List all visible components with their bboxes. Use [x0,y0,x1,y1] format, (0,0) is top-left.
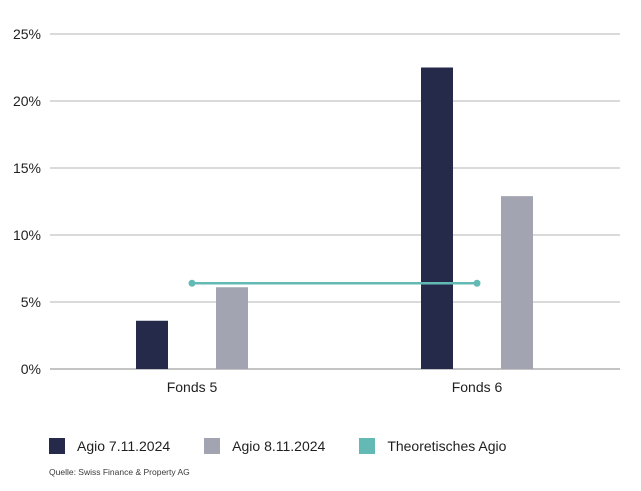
source-note: Quelle: Swiss Finance & Property AG [49,467,190,477]
legend-item-agio-7: Agio 7.11.2024 [49,438,170,454]
bar [421,67,453,369]
y-tick-label: 25% [13,26,41,42]
legend-item-agio-8: Agio 8.11.2024 [204,438,325,454]
bar [216,287,248,369]
legend-label-agio-8: Agio 8.11.2024 [232,438,326,454]
x-tick-label: Fonds 6 [452,379,503,395]
legend-swatch-agio-8 [204,438,221,454]
y-tick-label: 15% [13,160,41,176]
theoretical-line [188,279,481,287]
bars [136,67,533,369]
y-tick-label: 0% [21,361,41,377]
theoretical-line-point [188,279,196,287]
bar [501,196,533,369]
theoretical-line-point [473,279,481,287]
bar [136,320,168,369]
legend-label-theoretisches-agio: Theoretisches Agio [387,438,507,454]
legend-swatch-theoretisches-agio [359,438,376,454]
grid-lines [50,33,620,370]
y-tick-label: 10% [13,227,41,243]
legend-label-agio-7: Agio 7.11.2024 [77,438,171,454]
legend-item-theoretisches-agio: Theoretisches Agio [359,438,506,454]
legend: Agio 7.11.2024 Agio 8.11.2024 Theoretisc… [49,438,540,454]
x-tick-label: Fonds 5 [167,379,218,395]
legend-swatch-agio-7 [49,438,65,454]
y-tick-label: 20% [13,93,41,109]
axis-labels: 0% 5% 10% 15% 20% 25% Fonds 5 Fonds 6 [13,26,503,395]
y-tick-label: 5% [21,294,41,310]
